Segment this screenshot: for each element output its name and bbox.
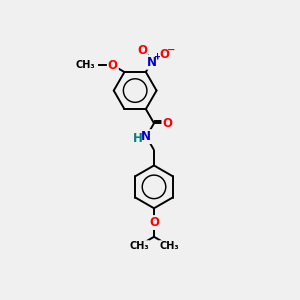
Text: −: − bbox=[167, 45, 175, 55]
Text: O: O bbox=[159, 48, 170, 61]
Text: CH₃: CH₃ bbox=[129, 241, 149, 251]
Text: CH₃: CH₃ bbox=[75, 60, 95, 70]
Text: N: N bbox=[141, 130, 151, 143]
Text: CH₃: CH₃ bbox=[159, 241, 179, 251]
Text: O: O bbox=[162, 117, 172, 130]
Text: N: N bbox=[146, 56, 157, 69]
Text: O: O bbox=[108, 59, 118, 72]
Text: +: + bbox=[153, 52, 160, 62]
Text: O: O bbox=[149, 216, 159, 229]
Text: H: H bbox=[133, 132, 143, 145]
Text: O: O bbox=[137, 44, 147, 57]
